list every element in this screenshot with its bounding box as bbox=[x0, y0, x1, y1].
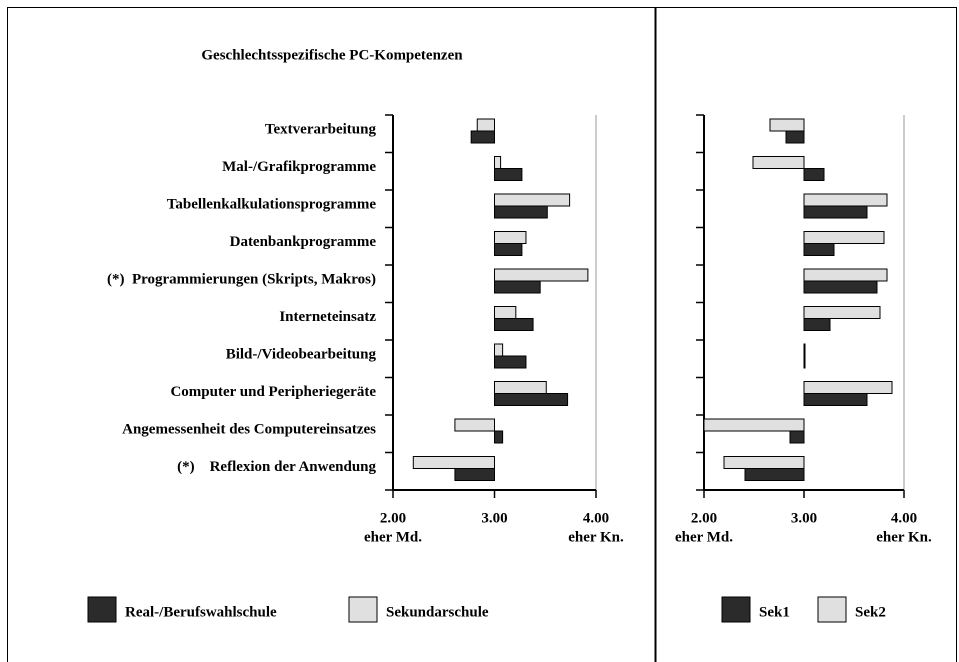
bar bbox=[494, 156, 502, 169]
category-label: Angemessenheit des Computereinsatzes bbox=[122, 421, 376, 437]
bar bbox=[803, 355, 806, 369]
bar bbox=[803, 231, 885, 244]
bar bbox=[752, 156, 805, 169]
bar bbox=[494, 343, 504, 357]
category-label: Interneteinsatz bbox=[279, 309, 376, 325]
bar bbox=[789, 430, 805, 444]
bar bbox=[494, 268, 589, 282]
legend-label: Real-/Berufswahlschule bbox=[125, 604, 277, 620]
bar bbox=[494, 306, 517, 319]
category-label: (*) Reflexion der Anwendung bbox=[177, 459, 376, 475]
bar bbox=[494, 381, 547, 394]
bar bbox=[803, 306, 881, 319]
chart-title: Geschlechtsspezifische PC-Kompetenzen bbox=[201, 47, 463, 63]
legend-swatch bbox=[87, 596, 117, 623]
x-tick-label: 4.00 bbox=[891, 510, 917, 526]
category-label: Computer und Peripheriegeräte bbox=[170, 384, 376, 400]
bar bbox=[494, 168, 523, 181]
bar bbox=[494, 280, 541, 294]
bar bbox=[769, 118, 805, 132]
bar bbox=[803, 168, 825, 181]
x-axis-label: eher Kn. bbox=[568, 529, 624, 545]
x-tick-label: 2.00 bbox=[691, 510, 717, 526]
bar bbox=[803, 243, 835, 256]
bar bbox=[494, 205, 548, 219]
bar bbox=[803, 381, 893, 394]
bar bbox=[454, 468, 496, 481]
category-label: Mal-/Grafikprogramme bbox=[222, 159, 376, 175]
bar bbox=[412, 456, 495, 469]
legend-label: Sek2 bbox=[855, 604, 886, 620]
bar bbox=[803, 268, 888, 282]
legend-label: Sekundarschule bbox=[386, 604, 489, 620]
x-axis-label: eher Kn. bbox=[876, 529, 932, 545]
bar bbox=[803, 205, 868, 219]
category-label: Datenbankprogramme bbox=[230, 234, 377, 250]
bar bbox=[470, 130, 495, 144]
bar bbox=[494, 243, 523, 256]
x-axis-label: eher Md. bbox=[675, 529, 733, 545]
legend-swatch bbox=[721, 596, 751, 623]
legend-label: Sek1 bbox=[759, 604, 790, 620]
category-label: (*) Programmierungen (Skripts, Makros) bbox=[107, 271, 376, 287]
category-label: Bild-/Videobearbeitung bbox=[226, 346, 377, 362]
bar bbox=[476, 118, 495, 132]
x-axis-label: eher Md. bbox=[364, 529, 422, 545]
bar bbox=[803, 280, 878, 294]
bar bbox=[454, 418, 496, 432]
bar bbox=[703, 418, 805, 432]
legend-swatch bbox=[348, 596, 378, 623]
bar bbox=[494, 393, 569, 406]
x-tick-label: 3.00 bbox=[481, 510, 507, 526]
x-tick-label: 3.00 bbox=[791, 510, 817, 526]
x-tick-label: 2.00 bbox=[380, 510, 406, 526]
bar bbox=[494, 318, 534, 331]
bar bbox=[744, 468, 805, 481]
bar bbox=[494, 355, 527, 369]
frame bbox=[7, 7, 957, 662]
bar bbox=[494, 231, 527, 244]
bar bbox=[803, 193, 888, 207]
bar bbox=[785, 130, 805, 144]
bar bbox=[803, 318, 831, 331]
bar bbox=[803, 393, 868, 406]
bar bbox=[723, 456, 805, 469]
bar bbox=[494, 193, 571, 207]
bar bbox=[494, 430, 504, 444]
category-label: Textverarbeitung bbox=[265, 121, 377, 137]
category-label: Tabellenkalkulationsprogramme bbox=[167, 196, 377, 212]
x-tick-label: 4.00 bbox=[583, 510, 609, 526]
legend-swatch bbox=[817, 596, 847, 623]
bar bbox=[803, 343, 806, 357]
